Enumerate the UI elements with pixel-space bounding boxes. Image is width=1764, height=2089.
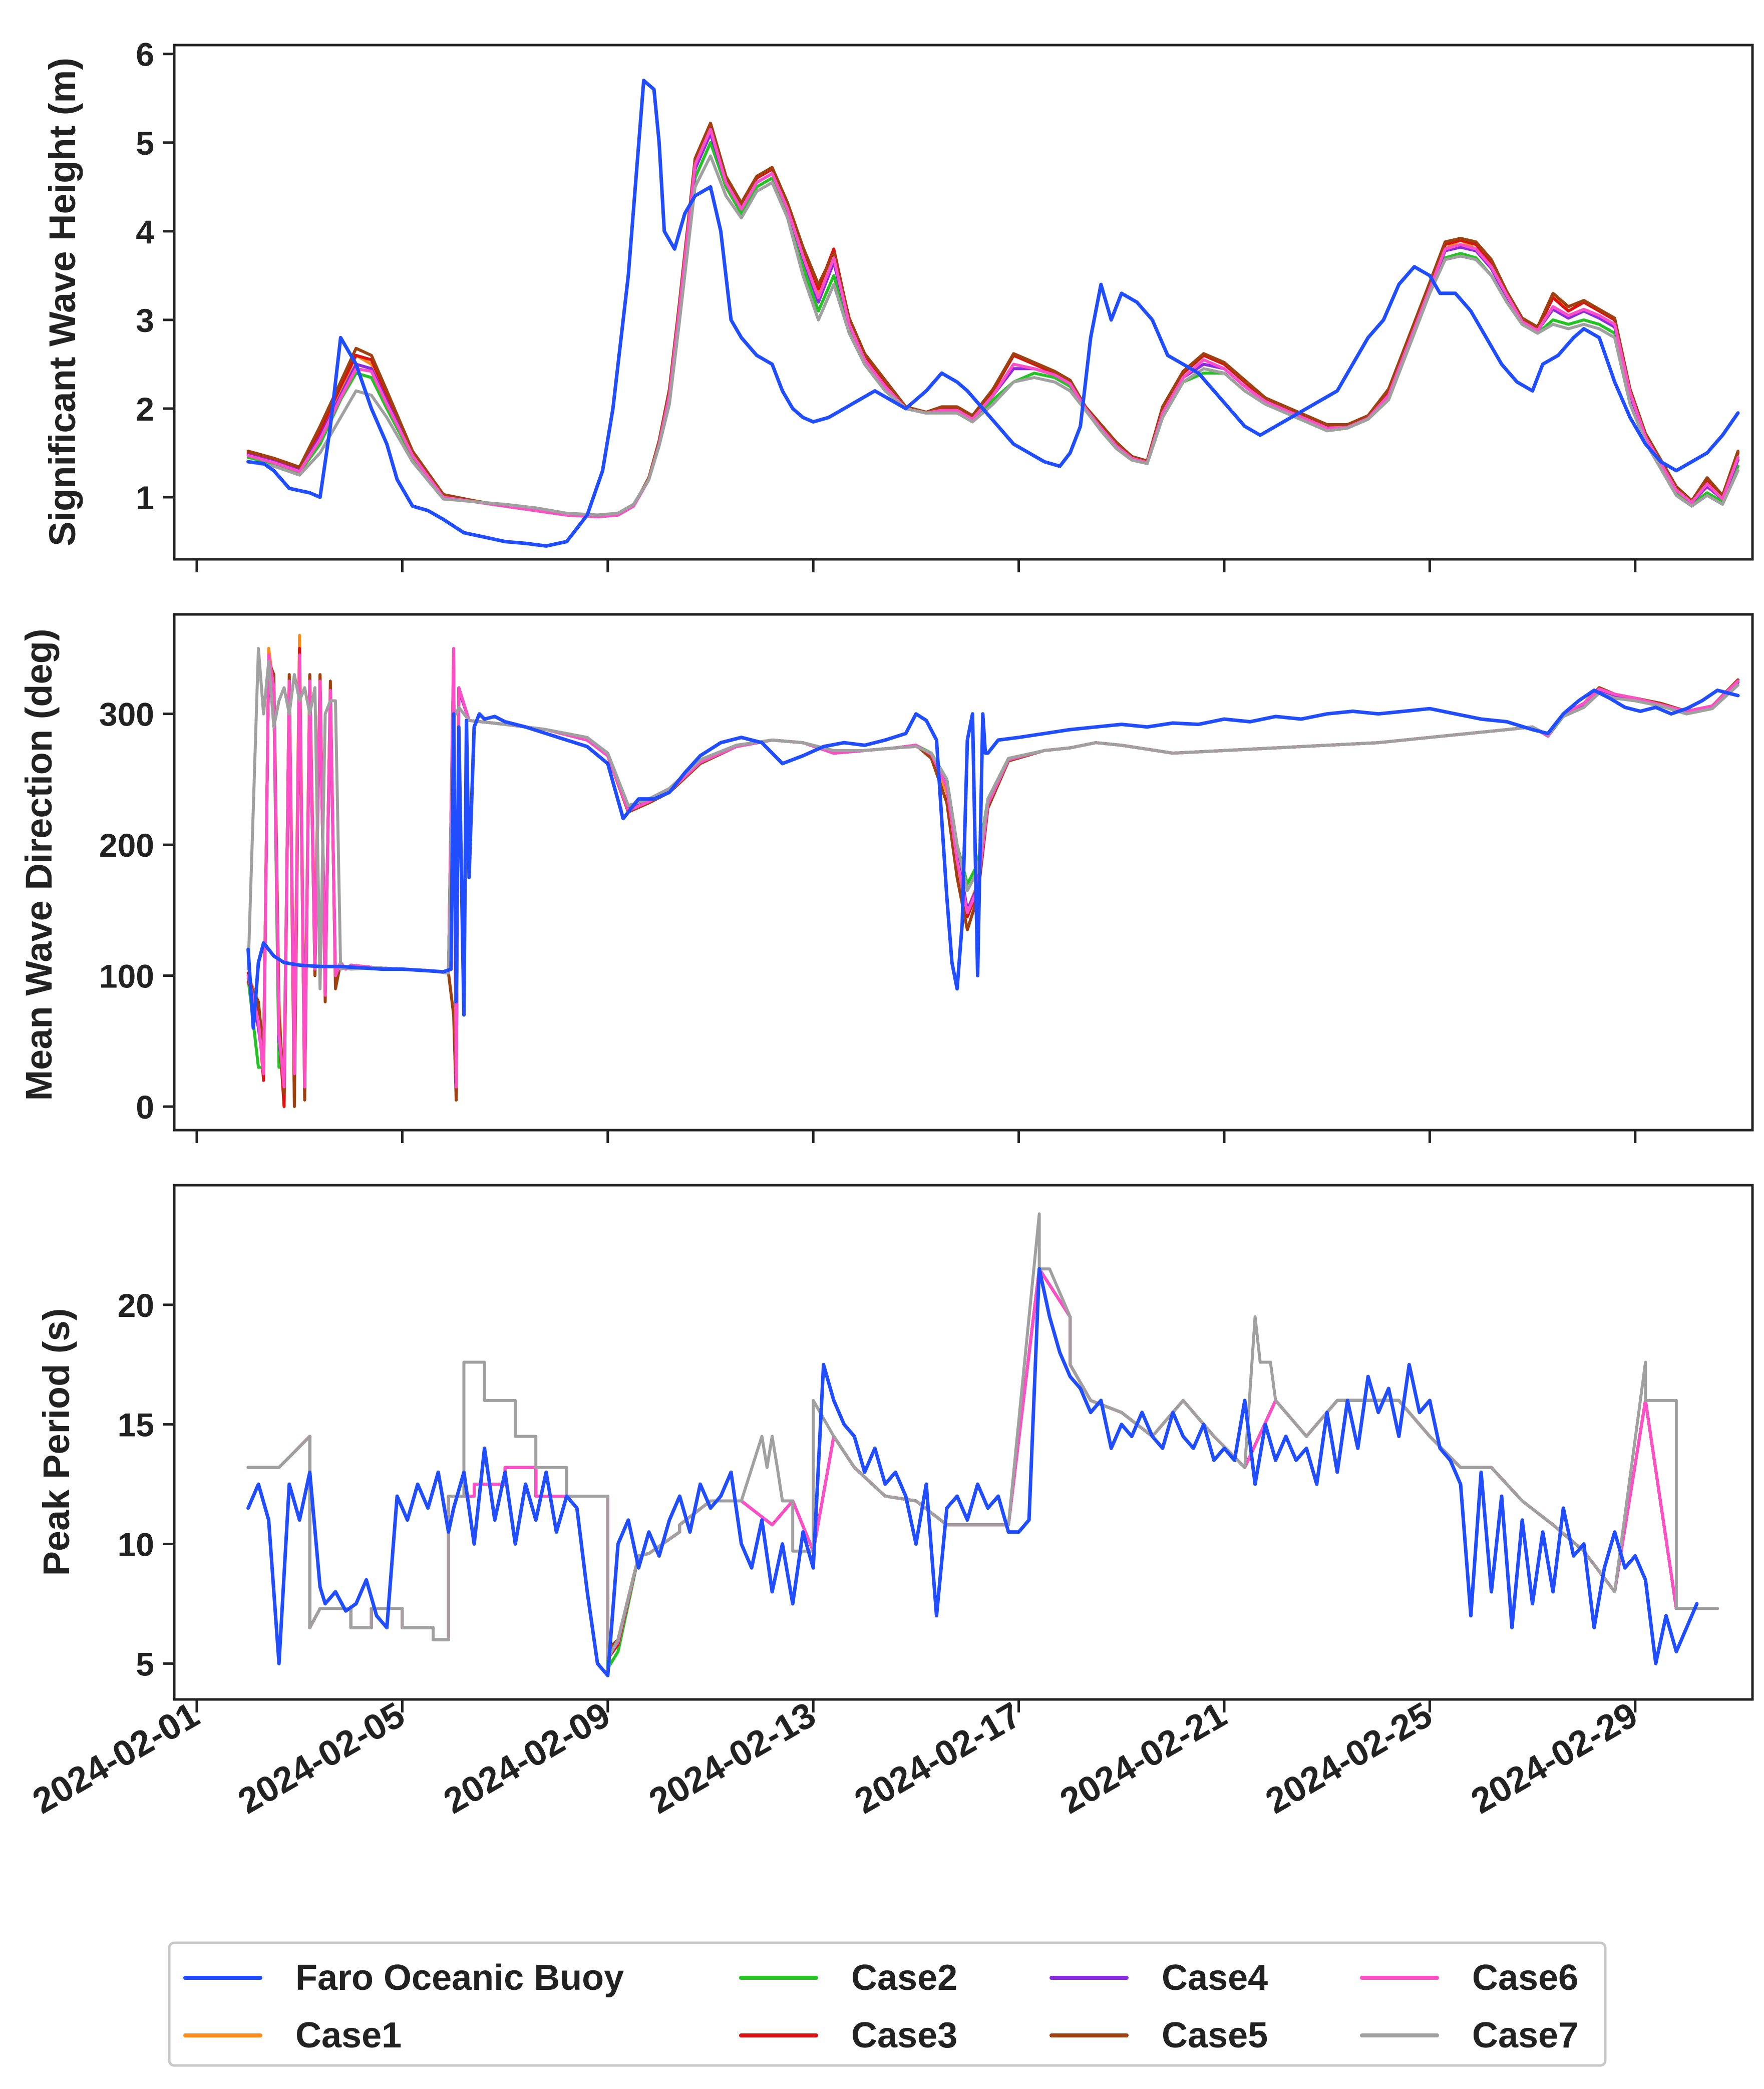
plot-frame <box>173 613 1754 1132</box>
legend-item-case3: Case3 <box>739 2015 957 2055</box>
legend-label: Case6 <box>1472 1958 1578 1998</box>
y-tick-label: 20 <box>118 1287 154 1324</box>
plot-frame <box>173 1184 1754 1701</box>
legend-item-case6: Case6 <box>1360 1958 1578 1998</box>
series-layer <box>246 633 1740 1108</box>
series-line-faro-oceanic-buoy <box>246 79 1740 548</box>
legend-item-case5: Case5 <box>1049 2015 1268 2055</box>
y-ticks: 0 100 200 300 <box>99 696 174 1126</box>
y-tick-label: 4 <box>136 213 154 250</box>
y-tick-label: 5 <box>136 1645 154 1682</box>
legend-item-faro-oceanic-buoy: Faro Oceanic Buoy <box>183 1958 624 1998</box>
y-tick-label: 200 <box>99 827 154 864</box>
y-axis-title: Significant Wave Height (m) <box>42 58 83 546</box>
y-tick-label: 2 <box>136 391 154 428</box>
y-ticks: 5 10 15 20 <box>118 1287 174 1682</box>
x-ticks <box>195 1130 1637 1143</box>
y-axis-title: Mean Wave Direction (deg) <box>18 629 60 1101</box>
y-ticks: 1 2 3 4 5 6 <box>136 36 174 516</box>
panel-peak-period: 5 10 15 20 Peak Period (s) <box>36 1184 1754 1712</box>
legend-item-case2: Case2 <box>739 1958 957 1998</box>
y-tick-label: 3 <box>136 302 154 339</box>
panel-significant-wave-height: 1 2 3 4 5 6 Significant Wave Height (m) <box>42 36 1754 572</box>
y-tick-label: 1 <box>136 479 154 516</box>
y-tick-label: 6 <box>136 36 154 73</box>
series-line-faro-oceanic-buoy <box>246 688 1740 1030</box>
y-axis-title: Peak Period (s) <box>36 1308 77 1576</box>
legend-item-case7: Case7 <box>1360 2015 1578 2055</box>
y-tick-label: 10 <box>118 1526 154 1563</box>
panel-mean-wave-direction: 0 100 200 300 Mean Wave Direction (deg) <box>18 613 1754 1143</box>
legend-label: Case7 <box>1472 2015 1578 2055</box>
plot-frame <box>173 44 1754 561</box>
y-tick-label: 0 <box>136 1089 154 1126</box>
x-ticks <box>195 559 1637 572</box>
y-tick-label: 300 <box>99 696 154 733</box>
series-layer <box>246 1212 1719 1677</box>
x-ticks <box>195 1699 1637 1712</box>
legend-item-case4: Case4 <box>1049 1958 1268 1998</box>
legend: Faro Oceanic Buoy Case1 Case2 Case3 Case4 Cas… <box>168 1941 1607 2067</box>
legend-item-case1: Case1 <box>183 2015 402 2055</box>
series-line-case7 <box>246 647 1739 990</box>
y-tick-label: 100 <box>99 958 154 995</box>
series-line-faro-oceanic-buoy <box>246 1267 1699 1677</box>
y-tick-label: 5 <box>136 125 154 162</box>
legend-frame <box>168 1941 1607 2067</box>
legend-label: Case2 <box>851 1958 957 1998</box>
legend-label: Case5 <box>1162 2015 1268 2055</box>
y-tick-label: 15 <box>118 1407 154 1444</box>
series-layer <box>246 79 1740 548</box>
legend-label: Case1 <box>295 2015 402 2055</box>
legend-label: Case4 <box>1162 1958 1268 1998</box>
legend-label: Case3 <box>851 2015 957 2055</box>
legend-label: Faro Oceanic Buoy <box>295 1958 624 1998</box>
